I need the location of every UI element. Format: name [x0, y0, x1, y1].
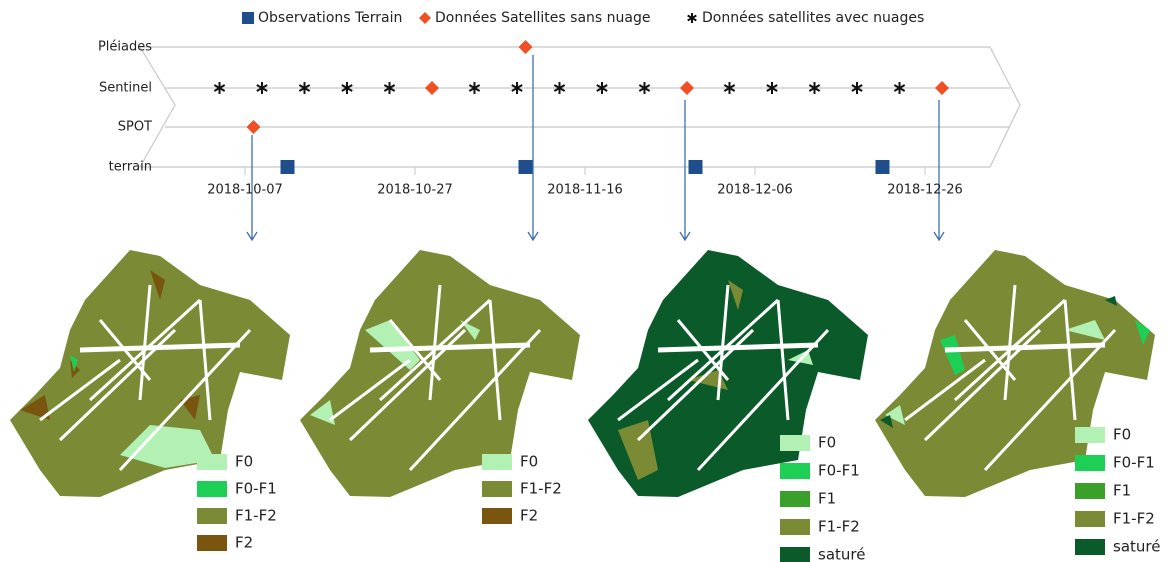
asterisk-marker [511, 82, 523, 94]
legend-swatch [780, 435, 810, 451]
asterisk-marker [893, 82, 906, 94]
map-legend: F0 F0-F1 F1 F1-F2 saturé [780, 434, 865, 562]
legend-label: F0 [1113, 426, 1131, 444]
asterisk-marker [553, 82, 566, 94]
legend-swatch [1075, 483, 1105, 499]
legend-swatch [1075, 455, 1105, 471]
timeline-frame [138, 46, 1021, 168]
legend-swatch [780, 519, 810, 535]
diamond-marker [680, 81, 694, 95]
diamond-marker [518, 40, 533, 54]
legend-label: F0 [818, 434, 836, 452]
legend-label: Observations Terrain [258, 10, 402, 26]
map-legend: F0 F1-F2 F2 [482, 453, 562, 525]
square-marker [242, 12, 254, 24]
legend-swatch [197, 535, 227, 551]
map-legend: F0 F0-F1 F1 F1-F2 saturé [1075, 426, 1160, 556]
asterisk-marker [213, 82, 226, 94]
asterisk-marker [766, 82, 778, 94]
legend-label: Données Satellites sans nuage [435, 10, 650, 26]
legend-swatch [197, 481, 227, 497]
legend-swatch [1075, 539, 1105, 555]
square-marker [280, 160, 295, 174]
asterisk-marker [383, 82, 396, 94]
row-label: Sentinel [99, 81, 152, 96]
legend-swatch [1075, 427, 1105, 443]
legend-label: F0-F1 [235, 480, 277, 498]
chevron-outline [138, 46, 1021, 168]
map [300, 250, 580, 497]
asterisk-marker [723, 82, 736, 94]
asterisk-marker [256, 82, 268, 94]
arrow [933, 100, 945, 242]
x-tick-label: 2018-10-27 [377, 183, 453, 198]
asterisk-marker [596, 82, 608, 94]
legend-label: F0 [520, 453, 538, 471]
asterisk-marker [638, 82, 651, 94]
square-marker [875, 160, 890, 174]
legend-swatch [780, 463, 810, 479]
legend-label: F1 [818, 490, 836, 508]
legend-label: Données satellites avec nuages [702, 10, 924, 26]
arrow [246, 135, 258, 242]
legend-swatch [780, 547, 810, 562]
legend-label: F1-F2 [818, 518, 860, 536]
legend-label: F0-F1 [818, 462, 860, 480]
row-label: terrain [109, 160, 152, 175]
map [875, 250, 1155, 497]
legend-label: F2 [520, 507, 538, 525]
map-legend: F0 F0-F1 F1-F2 F2 [197, 453, 277, 552]
row-label: Pléiades [98, 40, 152, 55]
legend-label: F1-F2 [520, 480, 562, 498]
legend-swatch [1075, 511, 1105, 527]
square-marker [518, 160, 533, 174]
x-tick-label: 2018-12-26 [887, 183, 963, 198]
diamond-marker [425, 81, 439, 95]
diamond-marker [419, 12, 431, 24]
maps [10, 250, 1155, 497]
diamond-marker [246, 120, 261, 134]
legend-swatch [482, 454, 512, 470]
asterisk-marker [687, 13, 697, 23]
legend-label: F1-F2 [235, 507, 277, 525]
asterisk-marker [851, 82, 863, 94]
row-label: SPOT [118, 120, 152, 135]
diamond-marker [935, 81, 949, 95]
arrow [679, 100, 691, 242]
legend-swatch [197, 454, 227, 470]
legend-swatch [482, 481, 512, 497]
legend-label: saturé [1113, 538, 1160, 556]
legend-swatch [780, 491, 810, 507]
x-tick-label: 2018-12-06 [717, 183, 793, 198]
map [10, 250, 290, 497]
arrow [527, 55, 539, 242]
legend-label: F0-F1 [1113, 454, 1155, 472]
x-tick-label: 2018-10-07 [207, 183, 283, 198]
square-marker [688, 160, 703, 174]
asterisk-marker [341, 82, 353, 94]
legend-label: F0 [235, 453, 253, 471]
legend-label: saturé [818, 546, 865, 562]
legend-label: F2 [235, 534, 253, 552]
legend-swatch [482, 508, 512, 524]
arrows [246, 55, 945, 242]
legend-label: F1 [1113, 482, 1131, 500]
x-tick-label: 2018-11-16 [547, 183, 623, 198]
legend-swatch [197, 508, 227, 524]
asterisk-marker [468, 82, 481, 94]
map [588, 250, 868, 497]
asterisk-marker [808, 82, 821, 94]
legend-label: F1-F2 [1113, 510, 1155, 528]
asterisk-marker [298, 82, 311, 94]
